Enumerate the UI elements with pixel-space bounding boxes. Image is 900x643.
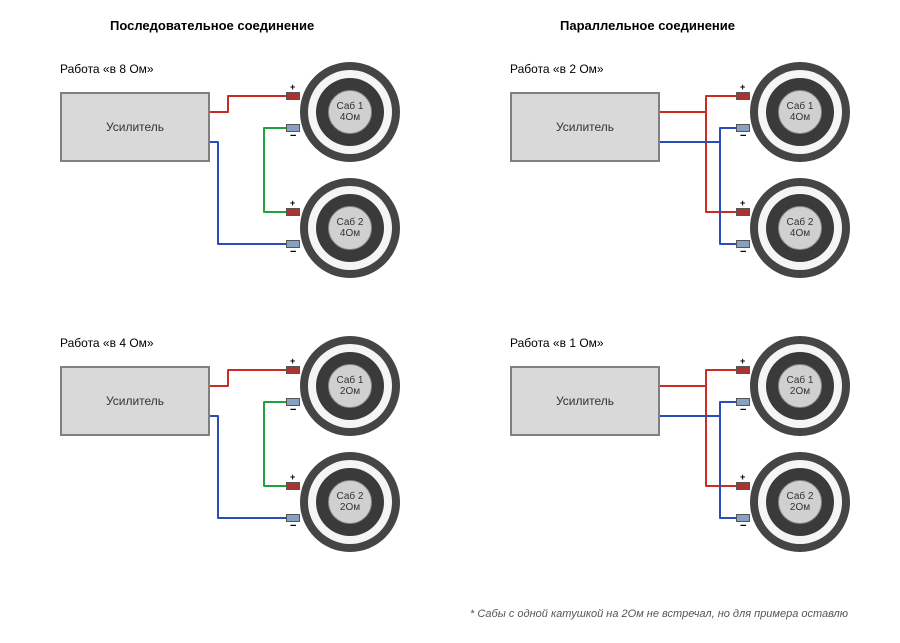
sub-tr-2: Саб 2 4Ом + − bbox=[750, 178, 850, 278]
sub-spec: 4Ом bbox=[790, 112, 810, 123]
terminal-pos-icon bbox=[286, 92, 300, 100]
sub-spec: 2Ом bbox=[790, 386, 810, 397]
amplifier-tl: Усилитель bbox=[60, 92, 210, 162]
amp-label-tl: Усилитель bbox=[106, 120, 164, 134]
speaker-cone: Саб 1 2Ом bbox=[778, 364, 822, 408]
label-tl: Работа «в 8 Ом» bbox=[60, 62, 154, 76]
footnote: * Сабы с одной катушкой на 2Ом не встреч… bbox=[470, 608, 848, 620]
amp-label-bl: Усилитель bbox=[106, 394, 164, 408]
sub-name: Саб 2 bbox=[337, 217, 364, 228]
sub-name: Саб 1 bbox=[787, 375, 814, 386]
sub-tl-2: Саб 2 4Ом + − bbox=[300, 178, 400, 278]
amp-label-br: Усилитель bbox=[556, 394, 614, 408]
sub-spec: 2Ом bbox=[790, 502, 810, 513]
minus-icon: − bbox=[290, 130, 296, 142]
speaker-cone: Саб 1 4Ом bbox=[778, 90, 822, 134]
sub-spec: 4Ом bbox=[340, 228, 360, 239]
sub-bl-2: Саб 2 2Ом + − bbox=[300, 452, 400, 552]
speaker-cone: Саб 2 4Ом bbox=[328, 206, 372, 250]
minus-icon: − bbox=[740, 130, 746, 142]
sub-br-2: Саб 2 2Ом + − bbox=[750, 452, 850, 552]
plus-icon: + bbox=[740, 82, 745, 92]
terminal-pos-icon bbox=[286, 482, 300, 490]
minus-icon: − bbox=[290, 404, 296, 416]
terminal-pos-icon bbox=[736, 92, 750, 100]
sub-spec: 4Ом bbox=[340, 112, 360, 123]
amplifier-bl: Усилитель bbox=[60, 366, 210, 436]
speaker-cone: Саб 2 4Ом bbox=[778, 206, 822, 250]
sub-tl-1: Саб 1 4Ом + − bbox=[300, 62, 400, 162]
sub-br-1: Саб 1 2Ом + − bbox=[750, 336, 850, 436]
minus-icon: − bbox=[740, 404, 746, 416]
sub-spec: 2Ом bbox=[340, 386, 360, 397]
plus-icon: + bbox=[290, 82, 295, 92]
sub-name: Саб 1 bbox=[337, 101, 364, 112]
sub-name: Саб 1 bbox=[337, 375, 364, 386]
terminal-pos-icon bbox=[286, 208, 300, 216]
speaker-cone: Саб 1 2Ом bbox=[328, 364, 372, 408]
label-bl: Работа «в 4 Ом» bbox=[60, 336, 154, 350]
minus-icon: − bbox=[290, 520, 296, 532]
plus-icon: + bbox=[290, 472, 295, 482]
terminal-pos-icon bbox=[286, 366, 300, 374]
plus-icon: + bbox=[740, 198, 745, 208]
amp-label-tr: Усилитель bbox=[556, 120, 614, 134]
sub-name: Саб 2 bbox=[787, 491, 814, 502]
sub-name: Саб 2 bbox=[787, 217, 814, 228]
sub-bl-1: Саб 1 2Ом + − bbox=[300, 336, 400, 436]
speaker-cone: Саб 1 4Ом bbox=[328, 90, 372, 134]
sub-name: Саб 2 bbox=[337, 491, 364, 502]
amplifier-tr: Усилитель bbox=[510, 92, 660, 162]
amplifier-br: Усилитель bbox=[510, 366, 660, 436]
terminal-pos-icon bbox=[736, 208, 750, 216]
sub-tr-1: Саб 1 4Ом + − bbox=[750, 62, 850, 162]
speaker-cone: Саб 2 2Ом bbox=[328, 480, 372, 524]
sub-spec: 4Ом bbox=[790, 228, 810, 239]
plus-icon: + bbox=[740, 472, 745, 482]
col-title-right: Параллельное соединение bbox=[560, 18, 735, 33]
plus-icon: + bbox=[290, 198, 295, 208]
sub-spec: 2Ом bbox=[340, 502, 360, 513]
minus-icon: − bbox=[740, 246, 746, 258]
col-title-left: Последовательное соединение bbox=[110, 18, 314, 33]
label-tr: Работа «в 2 Ом» bbox=[510, 62, 604, 76]
speaker-cone: Саб 2 2Ом bbox=[778, 480, 822, 524]
plus-icon: + bbox=[290, 356, 295, 366]
terminal-pos-icon bbox=[736, 482, 750, 490]
terminal-pos-icon bbox=[736, 366, 750, 374]
sub-name: Саб 1 bbox=[787, 101, 814, 112]
plus-icon: + bbox=[740, 356, 745, 366]
minus-icon: − bbox=[290, 246, 296, 258]
label-br: Работа «в 1 Ом» bbox=[510, 336, 604, 350]
minus-icon: − bbox=[740, 520, 746, 532]
